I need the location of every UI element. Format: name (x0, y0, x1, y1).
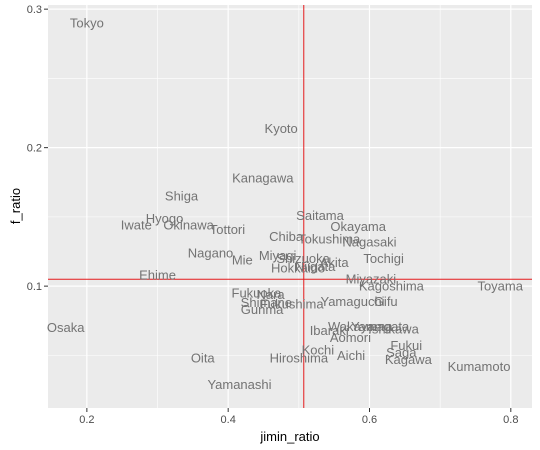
point-label-okinawa: Okinawa (163, 218, 214, 233)
point-label-gifu: Gifu (374, 294, 398, 309)
point-label-ehime: Ehime (139, 268, 176, 283)
y-tick-label: 0.3 (27, 4, 42, 16)
point-label-miyazaki: Miyazaki (346, 272, 397, 287)
x-axis-ticks: 0.2 0.4 0.6 0.8 (79, 408, 518, 426)
y-tick-label: 0.1 (27, 281, 42, 293)
point-label-iwate: Iwate (121, 218, 152, 233)
point-label-kanagawa: Kanagawa (232, 171, 294, 186)
point-label-yamaguchi: Yamaguchi (320, 294, 384, 309)
reference-lines (48, 5, 532, 408)
point-label-mie: Mie (232, 252, 253, 267)
point-label-saga: Saga (386, 345, 417, 360)
point-label-nara: Nara (256, 287, 285, 302)
y-axis-ticks: 0.1 0.2 0.3 (27, 4, 48, 293)
point-label-niigata: Niigata (295, 259, 336, 274)
point-label-tokushima: Tokushima (298, 232, 361, 247)
point-label-tottori: Tottori (210, 222, 246, 237)
panel-background (48, 5, 532, 408)
point-label-aomori: Aomori (330, 330, 371, 345)
point-label-aichi: Aichi (337, 348, 365, 363)
point-label-shiga: Shiga (165, 189, 199, 204)
x-tick-label: 0.4 (221, 414, 236, 426)
point-label-miyagi: Miyagi (259, 248, 297, 263)
point-label-nagasaki: Nagasaki (342, 234, 396, 249)
x-axis-title: jimin_ratio (259, 429, 319, 444)
point-label-yamanashi: Yamanashi (207, 377, 271, 392)
point-label-kyoto: Kyoto (265, 121, 298, 136)
point-label-tochigi: Tochigi (363, 251, 404, 266)
point-label-shimane: Shimane (241, 295, 292, 310)
point-label-oita: Oita (191, 351, 216, 366)
point-label-tokyo: Tokyo (70, 16, 104, 31)
point-label-nagano: Nagano (188, 245, 234, 260)
point-label-shizuoka: Shizuoka (276, 251, 330, 266)
x-tick-label: 0.2 (79, 414, 94, 426)
y-axis-title: f_ratio (8, 188, 23, 224)
point-label-ishikawa: Ishikawa (368, 322, 419, 337)
point-label-osaka: Osaka (47, 320, 85, 335)
point-label-kumamoto: Kumamoto (448, 359, 511, 374)
point-label-saitama: Saitama (296, 208, 344, 223)
point-label-gunma: Gunma (241, 302, 284, 317)
point-label-fukuoka: Fukuoka (232, 286, 283, 301)
point-label-toyama: Toyama (477, 279, 523, 294)
point-label-kagawa: Kagawa (385, 352, 433, 367)
point-label-kochi: Kochi (302, 342, 335, 357)
point-label-chiba: Chiba (269, 229, 304, 244)
point-label-hyogo: Hyogo (146, 211, 184, 226)
major-gridlines (48, 5, 532, 408)
point-label-hokkaido: Hokkaido (271, 261, 325, 276)
point-label-yamagata: Yamagata (351, 319, 410, 334)
point-label-okayama: Okayama (330, 219, 386, 234)
point-label-fukushima: Fukushima (260, 297, 324, 312)
point-label-fukui: Fukui (390, 338, 422, 353)
minor-gridlines (48, 5, 532, 408)
x-tick-label: 0.8 (503, 414, 518, 426)
point-label-wakayama: Wakayama (328, 319, 393, 334)
point-label-kagoshima: Kagoshima (359, 279, 425, 294)
y-tick-label: 0.2 (27, 143, 42, 155)
point-label-hiroshima: Hiroshima (270, 351, 329, 366)
x-tick-label: 0.6 (362, 414, 377, 426)
point-label-akita: Akita (320, 255, 350, 270)
point-label-ibaraki: Ibaraki (310, 323, 349, 338)
